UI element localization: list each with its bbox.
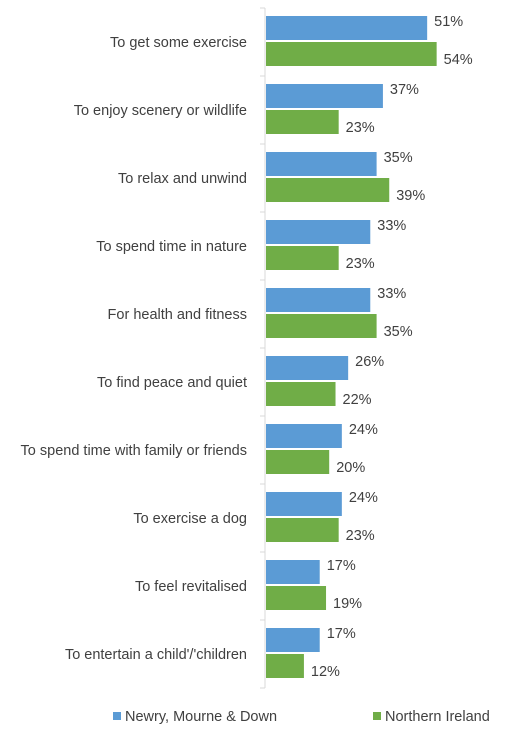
data-label-newry-mourne-down: 35%	[384, 150, 413, 166]
data-label-newry-mourne-down: 51%	[434, 14, 463, 30]
data-label-newry-mourne-down: 24%	[349, 490, 378, 506]
data-label-northern-ireland: 35%	[384, 324, 413, 340]
bar-northern-ireland	[266, 42, 437, 66]
data-label-northern-ireland: 19%	[333, 596, 362, 612]
category-label: For health and fitness	[108, 307, 247, 323]
bar-newry-mourne-down	[266, 492, 342, 516]
data-label-newry-mourne-down: 26%	[355, 354, 384, 370]
category-label: To enjoy scenery or wildlife	[74, 103, 247, 119]
category-label: To get some exercise	[110, 35, 247, 51]
category-label: To spend time in nature	[96, 239, 247, 255]
legend-label-newry-mourne-down: Newry, Mourne & Down	[125, 709, 277, 725]
bar-newry-mourne-down	[266, 220, 371, 244]
legend-swatch-northern-ireland	[373, 712, 381, 720]
data-label-newry-mourne-down: 24%	[349, 422, 378, 438]
bar-northern-ireland	[266, 382, 336, 406]
bar-northern-ireland	[266, 654, 304, 678]
data-label-northern-ireland: 20%	[336, 460, 365, 476]
category-label: To entertain a child'/'children	[65, 647, 247, 663]
category-label: To feel revitalised	[135, 579, 247, 595]
data-label-newry-mourne-down: 33%	[377, 286, 406, 302]
data-label-northern-ireland: 54%	[444, 52, 473, 68]
data-label-northern-ireland: 22%	[343, 392, 372, 408]
bar-northern-ireland	[266, 246, 339, 270]
data-label-newry-mourne-down: 37%	[390, 82, 419, 98]
data-label-northern-ireland: 12%	[311, 664, 340, 680]
bar-newry-mourne-down	[266, 356, 349, 380]
legend-swatch-newry-mourne-down	[113, 712, 121, 720]
bar-newry-mourne-down	[266, 16, 428, 40]
bar-newry-mourne-down	[266, 424, 342, 448]
data-label-northern-ireland: 23%	[346, 528, 375, 544]
bar-northern-ireland	[266, 314, 377, 338]
bar-northern-ireland	[266, 450, 330, 474]
data-label-newry-mourne-down: 17%	[327, 558, 356, 574]
data-label-northern-ireland: 23%	[346, 256, 375, 272]
bar-newry-mourne-down	[266, 628, 320, 652]
data-label-newry-mourne-down: 33%	[377, 218, 406, 234]
bar-newry-mourne-down	[266, 84, 383, 108]
bar-newry-mourne-down	[266, 152, 377, 176]
bar-newry-mourne-down	[266, 560, 320, 584]
legend-label-northern-ireland: Northern Ireland	[385, 709, 490, 725]
category-label: To exercise a dog	[133, 511, 247, 527]
bar-northern-ireland	[266, 178, 390, 202]
bar-northern-ireland	[266, 110, 339, 134]
category-label: To spend time with family or friends	[21, 443, 247, 459]
data-label-northern-ireland: 39%	[396, 188, 425, 204]
category-label: To relax and unwind	[118, 171, 247, 187]
category-label: To find peace and quiet	[97, 375, 247, 391]
bar-northern-ireland	[266, 586, 327, 610]
bar-northern-ireland	[266, 518, 339, 542]
data-label-northern-ireland: 23%	[346, 120, 375, 136]
bar-newry-mourne-down	[266, 288, 371, 312]
data-label-newry-mourne-down: 17%	[327, 626, 356, 642]
